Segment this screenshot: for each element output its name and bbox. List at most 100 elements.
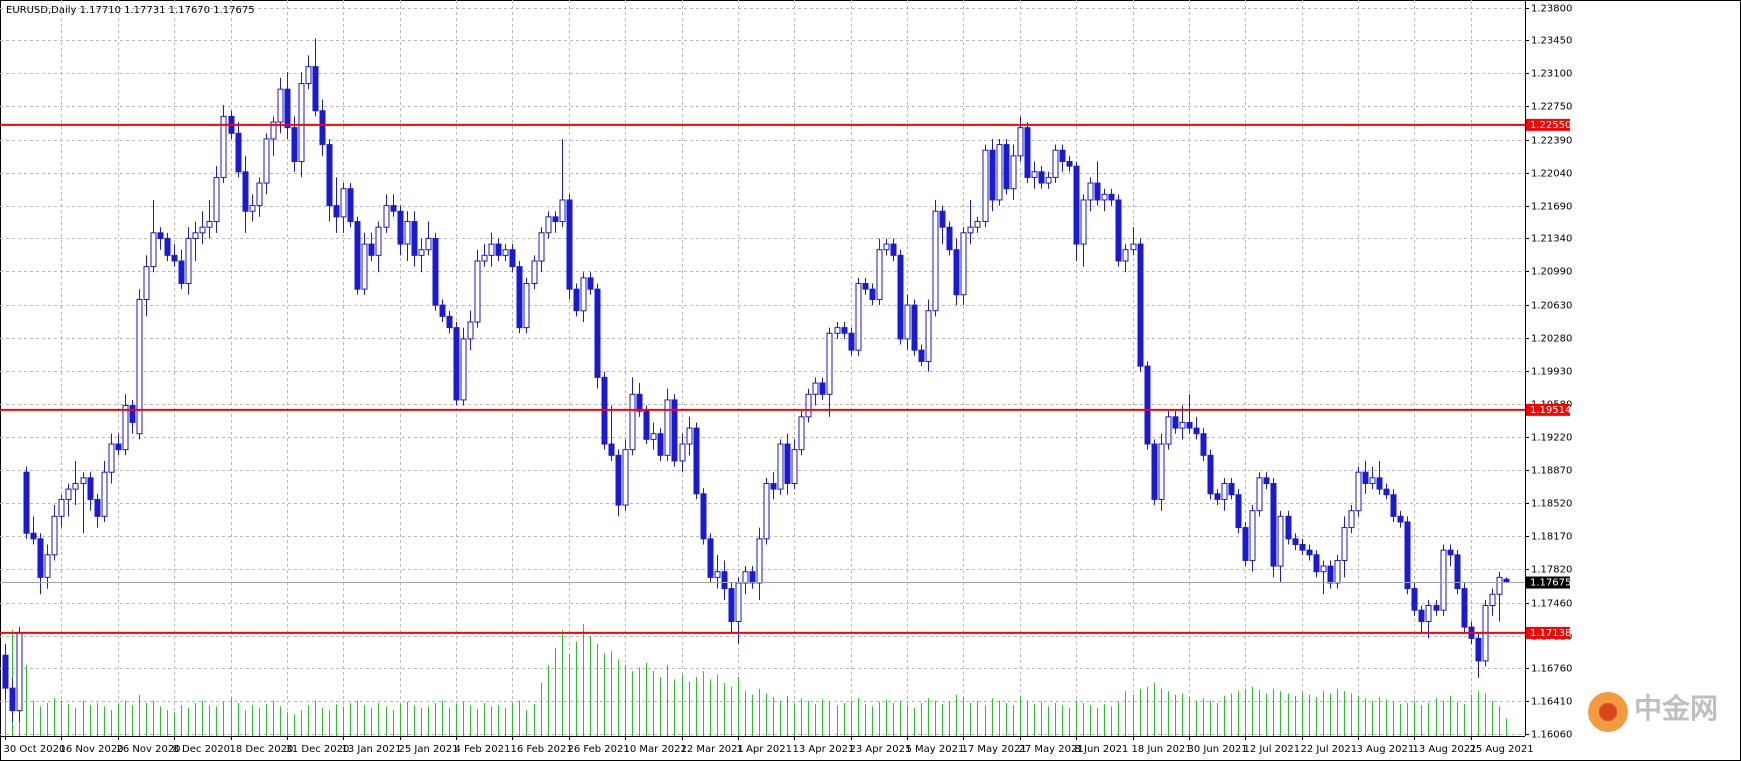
candle-body [1186, 421, 1193, 429]
candle-body [1200, 433, 1207, 456]
candle-body [319, 110, 326, 146]
candle-body [23, 471, 30, 534]
y-tick-label: 1.22390 [1531, 136, 1572, 147]
candle-body [235, 132, 242, 173]
y-tick-label: 1.20280 [1531, 334, 1572, 345]
candle-body [1172, 416, 1179, 429]
candle-body [1158, 443, 1165, 500]
candle-body [298, 83, 305, 162]
overlay-layer: 1.23800 1.23450 1.23100 1.22750 1.22390 1.220… [0, 0, 1718, 755]
candle-body [94, 498, 101, 517]
candle-body [1397, 515, 1404, 523]
candle-body [1108, 193, 1115, 201]
candle-body [1376, 477, 1383, 490]
candle-body [368, 243, 375, 256]
candle-body [72, 482, 79, 490]
candle-body [982, 149, 989, 223]
watermark-logo-inner [1599, 703, 1617, 721]
candle-body [354, 221, 361, 290]
candle-body [911, 304, 918, 351]
candle-body [721, 571, 728, 590]
candle-body [101, 471, 108, 517]
y-tick-label: 1.20630 [1531, 301, 1572, 312]
candle-body [305, 66, 312, 85]
candle-body [932, 210, 939, 312]
candle-body [1383, 488, 1390, 496]
candle-body [1418, 609, 1425, 622]
candle-body [136, 298, 143, 435]
candle-body [1115, 199, 1122, 262]
candle-body [1010, 155, 1017, 190]
candle-body [664, 399, 671, 456]
x-tick-label: 5 May 2021 [906, 744, 965, 755]
candle-body [559, 199, 566, 223]
candle-body [819, 382, 826, 395]
candle-body [756, 538, 763, 584]
y-tick-label: 1.16760 [1531, 664, 1572, 675]
candle-body [735, 582, 742, 622]
candle-body [220, 115, 227, 178]
y-tick-label: 1.17460 [1531, 599, 1572, 610]
candle-body [361, 243, 368, 290]
candle-body [37, 538, 44, 578]
candle-body [862, 283, 869, 290]
x-tick-label: 31 Dec 2020 [286, 744, 350, 755]
candle-body [425, 237, 432, 251]
x-tick-label: 3 Aug 2021 [1357, 744, 1415, 755]
candle-body [594, 288, 601, 378]
candle-body [1263, 477, 1270, 484]
candle-body [1355, 471, 1362, 512]
y-tick-label: 1.19220 [1531, 433, 1572, 444]
candle-body [1306, 549, 1313, 556]
candle-body [375, 226, 382, 256]
candle-body [1137, 243, 1144, 367]
level-label-box [1526, 118, 1570, 131]
candle-body [1256, 477, 1263, 512]
x-tick-label: 17 May 2021 [962, 744, 1027, 755]
candle-body [199, 226, 206, 234]
x-tick-label: 30 Jun 2021 [1188, 744, 1248, 755]
candle-body [1087, 182, 1094, 201]
candle-body [742, 571, 749, 584]
candle-body [974, 221, 981, 228]
y-tick-label: 1.23450 [1531, 36, 1572, 47]
candle-body [44, 554, 51, 578]
y-tick-label: 1.21690 [1531, 202, 1572, 213]
x-tick-label: 13 Aug 2021 [1413, 744, 1477, 755]
candle-body [1144, 365, 1151, 445]
candle-body [213, 176, 220, 223]
candle-body [157, 232, 164, 239]
candle-body [953, 249, 960, 296]
x-tick-label: 26 Feb 2021 [568, 744, 630, 755]
candle-body [939, 210, 946, 228]
candle-body [812, 382, 819, 395]
candle-body [826, 332, 833, 395]
candle-body [333, 205, 340, 218]
candle-body [671, 399, 678, 462]
candle-body [312, 66, 319, 112]
candle-body [1447, 549, 1454, 556]
candle-body [1369, 477, 1376, 484]
candle-body [693, 427, 700, 495]
candle-body [516, 266, 523, 329]
candle-body [51, 515, 58, 556]
candle-body [87, 477, 94, 500]
level-label: 1.19514 [1530, 405, 1571, 416]
y-tick-label: 1.18870 [1531, 466, 1572, 477]
candle-body [657, 433, 664, 456]
x-tick-label: 23 Apr 2021 [850, 744, 912, 755]
candle-body [256, 182, 263, 207]
x-tick-label: 22 Mar 2021 [681, 744, 744, 755]
candle-body [439, 304, 446, 317]
candle-body [1404, 521, 1411, 590]
candle-body [700, 493, 707, 540]
candle-body [777, 443, 784, 490]
candle-body [206, 221, 213, 228]
candle-body [397, 210, 404, 245]
y-tick-label: 1.17820 [1531, 565, 1572, 576]
candle-body [509, 249, 516, 268]
level-label-box [1526, 576, 1570, 589]
candle-body [679, 443, 686, 462]
